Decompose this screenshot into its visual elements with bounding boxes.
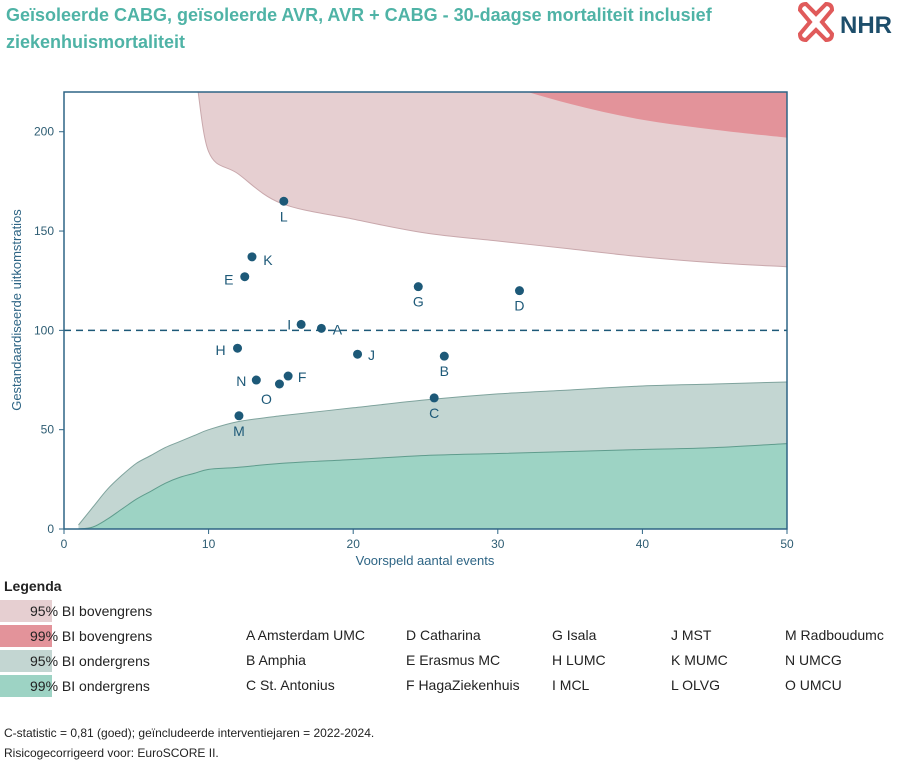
hospital-legend-item: N UMCG [785,652,842,668]
y-tick-label: 200 [34,125,54,139]
band-95-lower-edge [78,381,787,526]
point-label-i: I [287,316,291,332]
x-tick-label: 0 [61,537,68,551]
point-label-a: A [333,321,343,337]
hospital-legend-item: I MCL [552,677,590,693]
point-c [429,393,439,403]
point-g [413,282,423,292]
band-99-lower [78,443,787,529]
band-95-upper-edge [197,92,787,268]
point-label-c: C [429,405,439,421]
point-b [439,351,449,361]
legend-swatch [0,600,52,622]
point-f [283,371,293,381]
chart-title: Geïsoleerde CABG, geïsoleerde AVR, AVR +… [6,5,712,52]
point-label-h: H [215,342,225,358]
footer-cstatistic: C-statistic = 0,81 (goed); geïncludeerde… [4,726,375,740]
plot-frame [63,91,788,530]
footer-risk: Risicogecorrigeerd voor: EuroSCORE II. [4,746,219,760]
x-axis-title: Voorspeld aantal events [356,553,495,568]
point-label-f: F [298,369,307,385]
y-tick-label: 100 [34,323,54,337]
point-a [316,323,326,333]
point-i [296,319,306,329]
x-tick-label: 20 [347,537,361,551]
point-label-d: D [514,298,524,314]
x-tick-label: 40 [636,537,650,551]
legend-swatch [0,625,52,647]
hospital-legend-item: F HagaZiekenhuis [406,677,520,693]
nhr-logo-text: NHR [840,12,892,39]
legend-label: 95% BI bovengrens [30,603,153,619]
point-l [279,196,289,206]
y-tick-label: 0 [47,522,54,536]
hospital-legend-item: G Isala [552,627,597,643]
point-d [514,286,524,296]
point-label-n: N [236,373,246,389]
point-label-e: E [224,272,233,288]
legend-label: 95% BI ondergrens [30,653,150,669]
point-o [274,379,284,389]
point-h [233,343,243,353]
hospital-legend-item: B Amphia [246,652,306,668]
band-99-upper [527,92,787,138]
x-tick-label: 30 [491,537,505,551]
x-tick-label: 50 [780,537,794,551]
legend-label: 99% BI bovengrens [30,628,153,644]
x-tick-label: 10 [202,537,216,551]
point-label-m: M [233,423,245,439]
legend-swatch [0,650,52,672]
band-99-lower-edge [78,443,787,529]
nhr-logo-icon [797,1,835,43]
legend-label: 99% BI ondergrens [30,678,150,694]
point-m [234,411,244,421]
legend-swatch [0,675,52,697]
point-label-b: B [440,363,449,379]
point-n [251,375,261,385]
hospital-legend-item: A Amsterdam UMC [246,627,366,643]
y-axis-title: Gestandaardiseerde uitkomstratios [9,209,24,411]
nhr-logo: NHR [796,1,908,44]
hospital-legend-item: M Radboudumc [785,627,884,643]
hospital-legend-item: O UMCU [785,677,842,693]
hospital-legend-item: E Erasmus MC [406,652,501,668]
hospital-legend-item: J MST [671,627,712,643]
band-95-upper [198,92,787,267]
point-label-k: K [263,252,273,268]
point-label-g: G [413,294,424,310]
point-e [240,272,250,282]
y-tick-label: 50 [41,423,55,437]
hospital-legend-item: L OLVG [671,677,721,693]
hospital-legend-item: K MUMC [671,652,728,668]
point-label-l: L [280,208,288,224]
point-k [247,252,257,262]
hospital-legend-item: C St. Antonius [246,677,335,693]
legend-title: Legenda [4,578,62,594]
y-tick-label: 150 [34,224,54,238]
hospital-legend-item: H LUMC [552,652,606,668]
point-j [353,349,363,359]
point-label-j: J [368,347,375,363]
hospital-legend-item: D Catharina [406,627,481,643]
point-label-o: O [261,391,272,407]
